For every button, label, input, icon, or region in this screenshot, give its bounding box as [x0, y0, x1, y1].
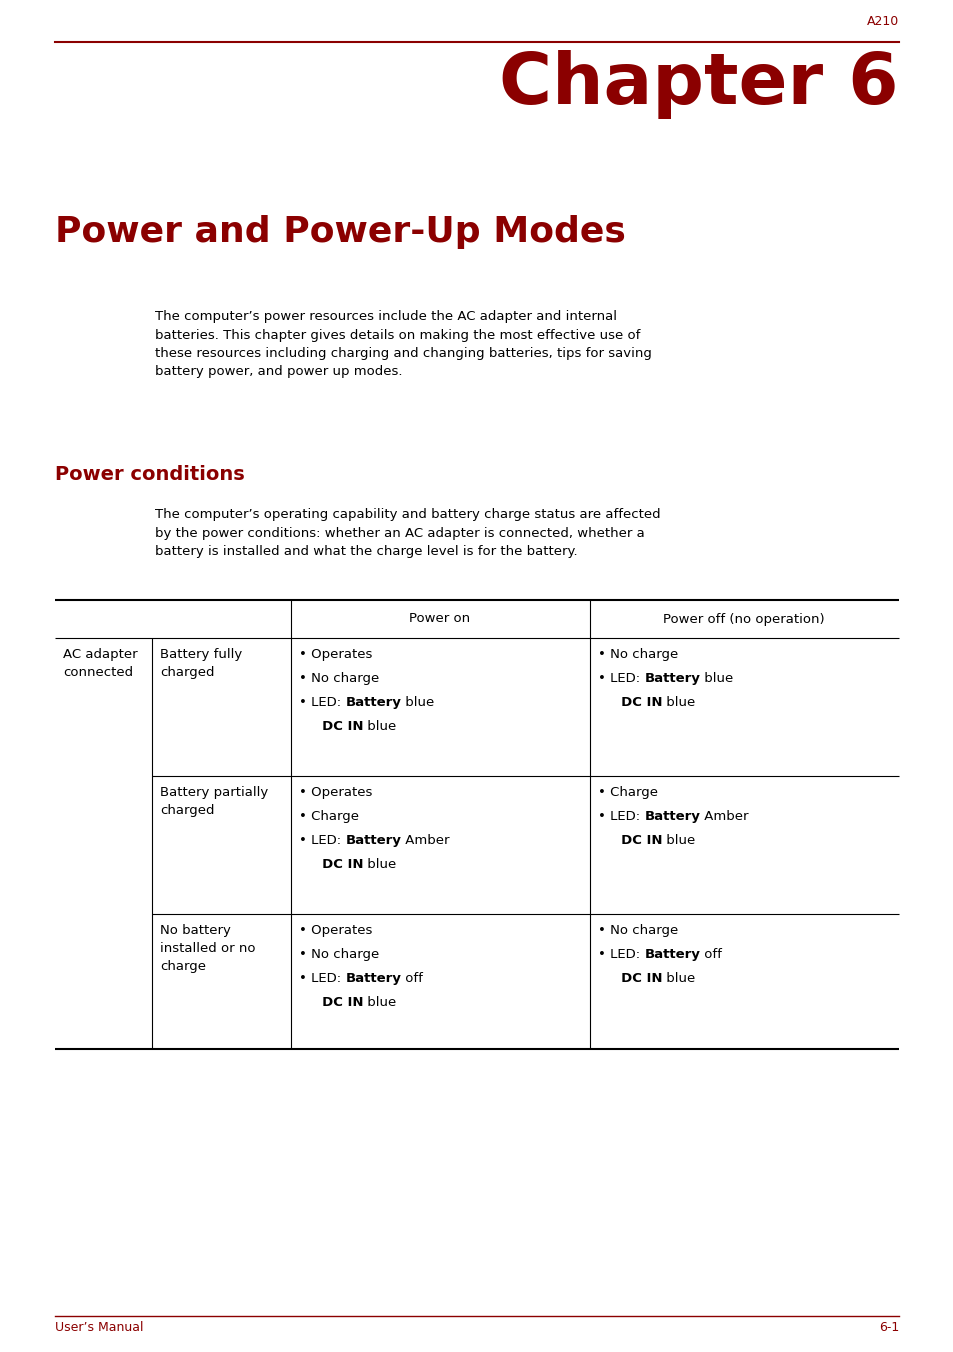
Text: • Operates: • Operates	[298, 923, 372, 937]
Text: off: off	[401, 972, 423, 986]
Text: AC adapter
connected: AC adapter connected	[63, 648, 137, 679]
Text: DC IN: DC IN	[598, 972, 661, 986]
Text: blue: blue	[363, 996, 396, 1009]
Text: blue: blue	[363, 721, 396, 733]
Text: The computer’s operating capability and battery charge status are affected
by th: The computer’s operating capability and …	[154, 508, 659, 558]
Text: • No charge: • No charge	[598, 923, 678, 937]
Text: • Operates: • Operates	[298, 786, 372, 799]
Text: Battery: Battery	[345, 696, 401, 708]
Text: Battery: Battery	[643, 948, 700, 961]
Text: blue: blue	[401, 696, 434, 708]
Text: Battery fully
charged: Battery fully charged	[160, 648, 242, 679]
Text: blue: blue	[363, 859, 396, 871]
Text: DC IN: DC IN	[298, 859, 363, 871]
Text: blue: blue	[661, 834, 695, 846]
Text: • No charge: • No charge	[298, 672, 379, 685]
Text: The computer’s power resources include the AC adapter and internal
batteries. Th: The computer’s power resources include t…	[154, 310, 651, 379]
Text: DC IN: DC IN	[598, 834, 661, 846]
Text: • No charge: • No charge	[598, 648, 678, 661]
Text: 6-1: 6-1	[878, 1321, 898, 1334]
Text: • LED:: • LED:	[298, 834, 345, 846]
Text: Power off (no operation): Power off (no operation)	[662, 612, 824, 626]
Text: • LED:: • LED:	[298, 696, 345, 708]
Text: • LED:: • LED:	[598, 948, 643, 961]
Text: Battery: Battery	[345, 972, 401, 986]
Text: User’s Manual: User’s Manual	[55, 1321, 143, 1334]
Text: • Operates: • Operates	[298, 648, 372, 661]
Text: • LED:: • LED:	[298, 972, 345, 986]
Text: blue: blue	[661, 696, 695, 708]
Text: Power and Power-Up Modes: Power and Power-Up Modes	[55, 215, 625, 249]
Text: Battery: Battery	[643, 810, 700, 823]
Text: blue: blue	[700, 672, 733, 685]
Text: • Charge: • Charge	[598, 786, 658, 799]
Text: DC IN: DC IN	[598, 696, 661, 708]
Text: No battery
installed or no
charge: No battery installed or no charge	[160, 923, 255, 973]
Text: • No charge: • No charge	[298, 948, 379, 961]
Text: Battery: Battery	[643, 672, 700, 685]
Text: Power on: Power on	[409, 612, 470, 626]
Text: Amber: Amber	[700, 810, 748, 823]
Text: Power conditions: Power conditions	[55, 465, 245, 484]
Text: blue: blue	[661, 972, 695, 986]
Text: off: off	[700, 948, 721, 961]
Text: Battery: Battery	[345, 834, 401, 846]
Text: • LED:: • LED:	[598, 810, 643, 823]
Text: Battery partially
charged: Battery partially charged	[160, 786, 268, 817]
Text: Chapter 6: Chapter 6	[499, 50, 898, 119]
Text: Amber: Amber	[401, 834, 449, 846]
Text: DC IN: DC IN	[298, 721, 363, 733]
Text: DC IN: DC IN	[298, 996, 363, 1009]
Text: A210: A210	[866, 15, 898, 28]
Text: • LED:: • LED:	[598, 672, 643, 685]
Text: • Charge: • Charge	[298, 810, 358, 823]
